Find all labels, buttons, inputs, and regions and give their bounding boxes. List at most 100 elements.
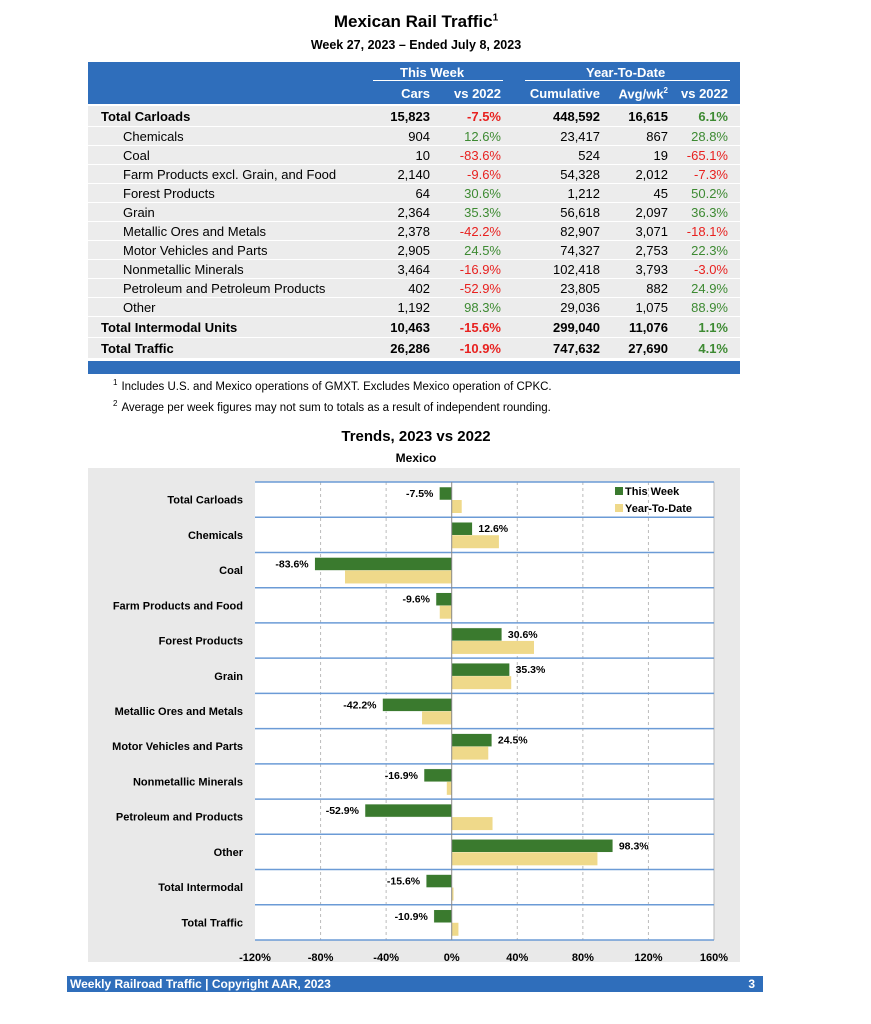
cell-avg-wk: 1,075 bbox=[635, 300, 668, 315]
data-label: -15.6% bbox=[387, 876, 421, 888]
cell-ytd-vs: 4.1% bbox=[698, 341, 728, 356]
cell-avg-wk: 867 bbox=[646, 129, 668, 144]
cell-ytd-vs: 88.9% bbox=[691, 300, 728, 315]
x-tick-label: 80% bbox=[572, 952, 594, 962]
col-avg-sup: 2 bbox=[663, 86, 668, 95]
group-ytd: Year-To-Date bbox=[586, 65, 666, 80]
footnote-text: Includes U.S. and Mexico operations of G… bbox=[121, 380, 552, 393]
table-row: Total Carloads 15,823 -7.5% 448,592 16,615 6.… bbox=[88, 106, 740, 127]
bar-this-week bbox=[423, 768, 452, 783]
cell-cumulative: 448,592 bbox=[553, 109, 600, 124]
category-label: Forest Products bbox=[159, 636, 243, 648]
cell-avg-wk: 2,097 bbox=[635, 205, 668, 220]
cell-week-vs: -7.5% bbox=[467, 109, 501, 124]
bar-this-week bbox=[433, 909, 452, 924]
data-label: -10.9% bbox=[395, 911, 429, 923]
cell-avg-wk: 2,012 bbox=[635, 167, 668, 182]
category-label: Total Carloads bbox=[167, 495, 243, 507]
page-number: 3 bbox=[748, 977, 755, 991]
table-row: Motor Vehicles and Parts 2,905 24.5% 74,327… bbox=[88, 241, 740, 260]
cell-cumulative: 29,036 bbox=[560, 300, 600, 315]
legend-swatch-this-week bbox=[615, 487, 623, 495]
table-row: Nonmetallic Minerals 3,464 -16.9% 102,418 3,… bbox=[88, 260, 740, 279]
row-label: Total Carloads bbox=[101, 109, 191, 124]
bar-year-to-date bbox=[344, 570, 452, 584]
cell-ytd-vs: 28.8% bbox=[691, 129, 728, 144]
footnote-mark: 2 bbox=[113, 399, 118, 408]
cell-cars: 2,378 bbox=[397, 224, 430, 239]
page-title: Mexican Rail Traffic1 bbox=[0, 12, 832, 32]
cell-cumulative: 74,327 bbox=[560, 243, 600, 258]
row-label: Motor Vehicles and Parts bbox=[123, 243, 268, 258]
table-row: Grain 2,364 35.3% 56,618 2,097 36.3% bbox=[88, 203, 740, 222]
chart-svg: -120% -80% -40% 0% 40% 80% 120% 160% Total Carlo… bbox=[112, 481, 728, 964]
cell-ytd-vs: 1.1% bbox=[698, 320, 728, 335]
table-row: Coal 10 -83.6% 524 19 -65.1% bbox=[88, 146, 740, 165]
cell-week-vs: -10.9% bbox=[459, 341, 501, 356]
cell-cars: 15,823 bbox=[390, 109, 430, 124]
category-label: Grain bbox=[214, 671, 243, 683]
cell-week-vs: -42.2% bbox=[459, 224, 501, 239]
bar-this-week bbox=[314, 557, 452, 571]
data-label: -42.2% bbox=[343, 699, 377, 711]
cell-cars: 2,364 bbox=[397, 205, 430, 220]
cell-cumulative: 23,805 bbox=[560, 281, 600, 296]
cell-cumulative: 102,418 bbox=[553, 262, 600, 277]
cell-avg-wk: 3,071 bbox=[635, 224, 668, 239]
cell-cars: 26,286 bbox=[390, 341, 430, 356]
col-avg-text: Avg/wk bbox=[618, 86, 664, 102]
category-label: Chemicals bbox=[188, 530, 243, 542]
x-tick-label: 40% bbox=[506, 952, 528, 962]
cell-avg-wk: 16,615 bbox=[628, 109, 668, 124]
cell-cumulative: 54,328 bbox=[560, 167, 600, 182]
row-label: Forest Products bbox=[123, 186, 215, 201]
cell-ytd-vs: 36.3% bbox=[691, 205, 728, 220]
bar-this-week bbox=[382, 698, 452, 712]
cell-cars: 2,140 bbox=[397, 167, 430, 182]
category-label: Metallic Ores and Metals bbox=[115, 706, 243, 718]
data-label: -9.6% bbox=[403, 594, 431, 606]
bar-year-to-date bbox=[439, 605, 452, 619]
row-label: Metallic Ores and Metals bbox=[123, 224, 267, 239]
cell-avg-wk: 2,753 bbox=[635, 243, 668, 258]
cell-cumulative: 747,632 bbox=[553, 341, 600, 356]
row-label: Grain bbox=[123, 205, 155, 220]
col-week-vs: vs 2022 bbox=[454, 86, 501, 101]
category-label: Nonmetallic Minerals bbox=[133, 776, 243, 788]
bar-this-week bbox=[451, 839, 614, 853]
x-tick-label: -120% bbox=[239, 952, 271, 962]
col-avg: Avg/wk2 bbox=[619, 86, 668, 101]
bar-this-week bbox=[439, 486, 452, 501]
traffic-table: This Week Year-To-Date Cars vs 2022 Cumu… bbox=[88, 62, 740, 374]
cell-week-vs: -15.6% bbox=[459, 320, 501, 335]
cell-cars: 3,464 bbox=[397, 262, 430, 277]
title-text: Mexican Rail Traffic bbox=[333, 12, 493, 31]
footnote-text: Average per week figures may not sum to … bbox=[121, 401, 551, 414]
cell-week-vs: -9.6% bbox=[467, 167, 501, 182]
cell-cumulative: 82,907 bbox=[560, 224, 600, 239]
data-label: -16.9% bbox=[385, 770, 419, 782]
row-label: Chemicals bbox=[123, 129, 184, 144]
trends-chart: -120% -80% -40% 0% 40% 80% 120% 160% Total Carlo… bbox=[88, 468, 740, 964]
cell-cars: 2,905 bbox=[397, 243, 430, 258]
bar-year-to-date bbox=[451, 922, 459, 936]
cell-ytd-vs: 50.2% bbox=[691, 186, 728, 201]
bar-this-week bbox=[364, 803, 452, 818]
bar-year-to-date bbox=[451, 500, 462, 513]
cell-ytd-vs: 22.3% bbox=[691, 243, 728, 258]
bar-year-to-date bbox=[451, 746, 489, 760]
row-label: Coal bbox=[123, 148, 150, 163]
category-label: Petroleum and Products bbox=[116, 812, 243, 824]
cell-cars: 64 bbox=[415, 186, 430, 201]
data-label: -7.5% bbox=[406, 488, 434, 500]
table-row: Metallic Ores and Metals 2,378 -42.2% 82,90… bbox=[88, 222, 740, 241]
data-label: -83.6% bbox=[275, 558, 309, 570]
table-header: This Week Year-To-Date Cars vs 2022 Cumu… bbox=[88, 62, 740, 104]
cell-week-vs: 24.5% bbox=[464, 243, 501, 258]
x-tick-label: 120% bbox=[634, 952, 662, 962]
col-cars: Cars bbox=[401, 86, 430, 101]
cell-cumulative: 299,040 bbox=[553, 320, 600, 335]
table-row: Farm Products excl. Grain, and Food 2,140… bbox=[88, 165, 740, 184]
category-label: Coal bbox=[219, 565, 243, 577]
page-footer: Weekly Railroad Traffic | Copyright AAR,… bbox=[67, 976, 763, 992]
